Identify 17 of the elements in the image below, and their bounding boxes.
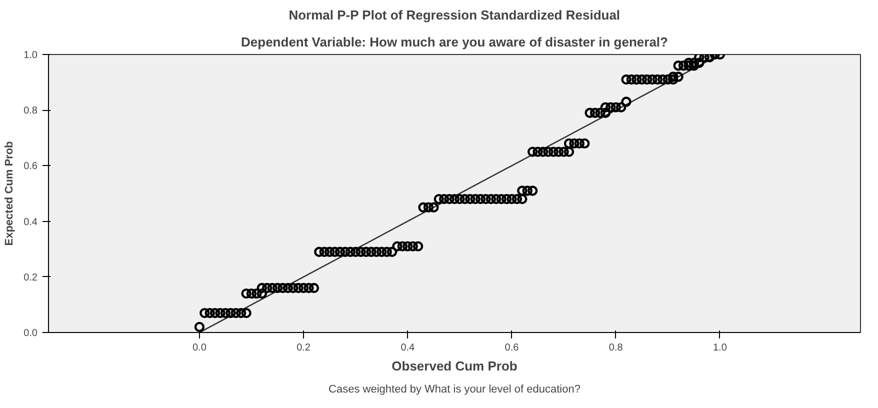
x-tick-label: 0.6 bbox=[504, 342, 520, 354]
y-tick-label: 1.0 bbox=[24, 50, 38, 61]
y-tick-label: 0.6 bbox=[24, 161, 38, 172]
y-tick-label: 0.2 bbox=[24, 272, 38, 284]
text: Cases weighted by What is your level of education? bbox=[328, 384, 580, 396]
y-tick-label: 0.8 bbox=[24, 106, 38, 117]
x-tick-label: 0.4 bbox=[400, 342, 416, 354]
x-axis-title: Observed Cum Prob bbox=[392, 358, 518, 374]
y-tick-label: 0.0 bbox=[24, 328, 38, 339]
y-axis-title: Expected Cum Prob bbox=[4, 140, 16, 246]
x-tick-label: 0.8 bbox=[608, 342, 624, 354]
x-tick-label: 0.2 bbox=[296, 342, 311, 354]
x-tick-label: 0.0 bbox=[192, 342, 207, 354]
y-tick-label: 0.4 bbox=[24, 216, 38, 228]
chart-subtitle: Dependent Variable: How much are you aware of disaster in general? bbox=[241, 34, 668, 50]
chart-title: Normal P-P Plot of Regression Standardized Residual bbox=[288, 8, 620, 22]
x-tick-label: 1.0 bbox=[713, 342, 728, 354]
